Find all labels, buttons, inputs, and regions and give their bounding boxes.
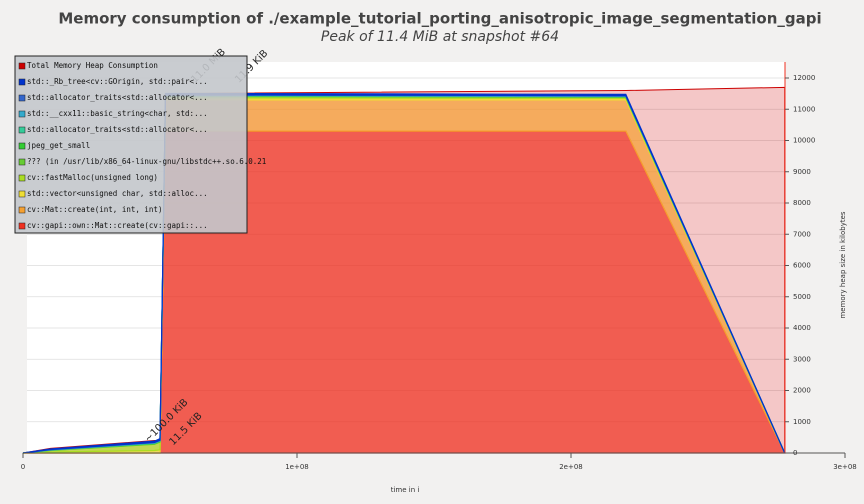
x-tick-label: 2e+08 bbox=[559, 463, 583, 471]
legend-swatch bbox=[18, 142, 26, 150]
x-tick-label: 0 bbox=[21, 463, 25, 471]
x-tick-label: 1e+08 bbox=[285, 463, 309, 471]
legend-label: cv::fastMalloc(unsigned long) bbox=[27, 173, 158, 182]
x-tick-label: 3e+08 bbox=[833, 463, 857, 471]
legend-label: cv::Mat::create(int, int, int) bbox=[27, 205, 162, 214]
legend-box bbox=[14, 55, 248, 234]
legend-swatch bbox=[18, 78, 26, 86]
y-tick-label: 12000 bbox=[793, 74, 815, 82]
legend-label: std::vector<unsigned char, std::alloc... bbox=[27, 189, 208, 198]
y-tick-label: 8000 bbox=[793, 199, 811, 207]
legend-swatch bbox=[18, 222, 26, 230]
y-tick-label: 1000 bbox=[793, 418, 811, 426]
legend-label: cv::gapi::own::Mat::create(cv::gapi::... bbox=[27, 221, 208, 230]
legend-swatch bbox=[18, 62, 26, 70]
y-tick-label: 7000 bbox=[793, 230, 811, 238]
legend-swatch bbox=[18, 190, 26, 198]
legend-swatch bbox=[18, 158, 26, 166]
y-tick-label: 9000 bbox=[793, 168, 811, 176]
legend-label: ??? (in /usr/lib/x86_64-linux-gnu/libstd… bbox=[27, 157, 266, 166]
y-axis-label: memory heap size in kilobytes bbox=[839, 211, 847, 318]
legend-swatch bbox=[18, 174, 26, 182]
chart-title: Memory consumption of ./example_tutorial… bbox=[58, 10, 821, 28]
legend-label: std::allocator_traits<std::allocator<... bbox=[27, 93, 208, 102]
y-tick-label: 5000 bbox=[793, 293, 811, 301]
y-tick-label: 3000 bbox=[793, 355, 811, 363]
legend-swatch bbox=[18, 206, 26, 214]
y-tick-label: 2000 bbox=[793, 387, 811, 395]
y-tick-label: 0 bbox=[793, 449, 797, 457]
y-tick-label: 6000 bbox=[793, 262, 811, 270]
legend-label: std::__cxx11::basic_string<char, std:... bbox=[27, 109, 208, 118]
legend-swatch bbox=[18, 126, 26, 134]
legend-label: Total Memory Heap Consumption bbox=[27, 61, 158, 70]
legend-label: std::_Rb_tree<cv::GOrigin, std::pair<... bbox=[27, 77, 208, 86]
legend-swatch bbox=[18, 94, 26, 102]
legend-swatch bbox=[18, 110, 26, 118]
legend-label: std::allocator_traits<std::allocator<... bbox=[27, 125, 208, 134]
y-tick-label: 10000 bbox=[793, 137, 815, 145]
x-axis-label: time in i bbox=[391, 486, 420, 494]
y-tick-label: 11000 bbox=[793, 105, 815, 113]
legend-label: jpeg_get_small bbox=[27, 141, 90, 150]
chart-subtitle: Peak of 11.4 MiB at snapshot #64 bbox=[321, 29, 559, 45]
y-tick-label: 4000 bbox=[793, 324, 811, 332]
